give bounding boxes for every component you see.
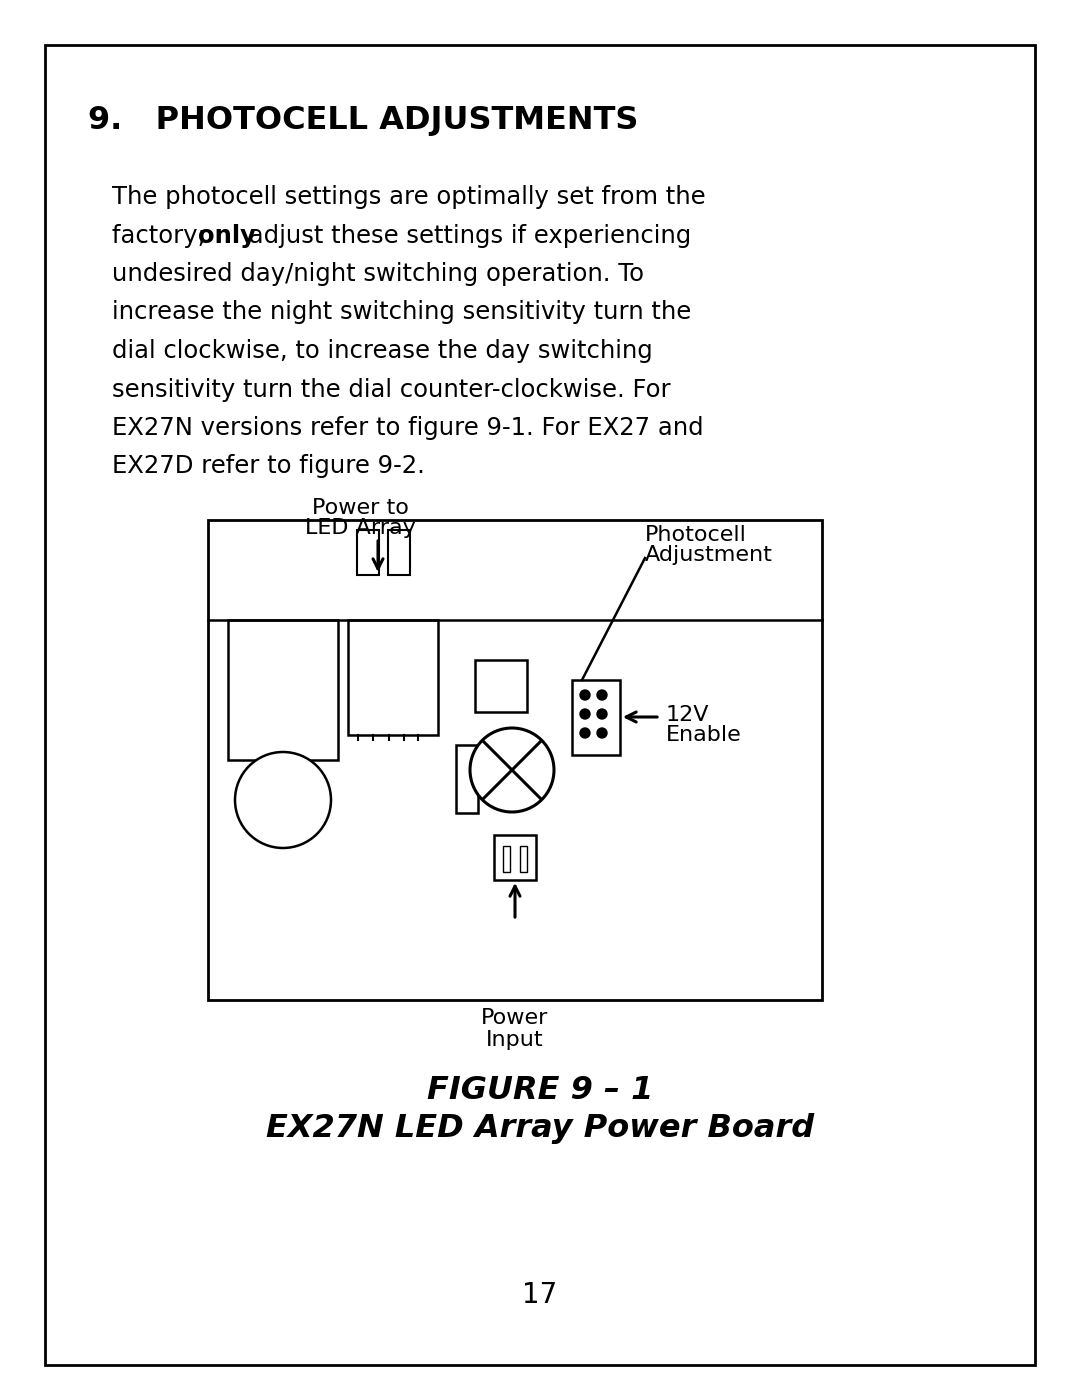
Circle shape bbox=[597, 710, 607, 719]
Bar bbox=[475, 659, 527, 712]
Text: 12V: 12V bbox=[666, 705, 710, 725]
Circle shape bbox=[597, 690, 607, 700]
Bar bbox=[456, 745, 478, 813]
Circle shape bbox=[580, 728, 590, 738]
Text: The photocell settings are optimally set from the: The photocell settings are optimally set… bbox=[112, 184, 705, 210]
Bar bbox=[494, 835, 536, 880]
Bar bbox=[208, 520, 822, 1000]
Circle shape bbox=[470, 728, 554, 812]
Text: EX27D refer to figure 9-2.: EX27D refer to figure 9-2. bbox=[112, 454, 424, 479]
Bar bbox=[572, 680, 620, 754]
Text: dial clockwise, to increase the day switching: dial clockwise, to increase the day swit… bbox=[112, 339, 652, 363]
Text: adjust these settings if experiencing: adjust these settings if experiencing bbox=[241, 224, 691, 247]
Circle shape bbox=[580, 710, 590, 719]
Bar bbox=[228, 620, 338, 760]
Text: 17: 17 bbox=[523, 1281, 557, 1309]
Text: sensitivity turn the dial counter-clockwise. For: sensitivity turn the dial counter-clockw… bbox=[112, 377, 671, 401]
Bar bbox=[519, 847, 527, 872]
Text: FIGURE 9 – 1: FIGURE 9 – 1 bbox=[427, 1076, 653, 1106]
Text: Power: Power bbox=[482, 1009, 549, 1028]
Bar bbox=[348, 620, 438, 735]
Text: factory;: factory; bbox=[112, 224, 214, 247]
Text: Enable: Enable bbox=[666, 725, 742, 745]
Text: only: only bbox=[198, 224, 256, 247]
Text: 9.   PHOTOCELL ADJUSTMENTS: 9. PHOTOCELL ADJUSTMENTS bbox=[87, 105, 638, 136]
Circle shape bbox=[580, 690, 590, 700]
Text: Adjustment: Adjustment bbox=[645, 545, 773, 564]
Bar bbox=[357, 529, 379, 576]
Text: LED Array: LED Array bbox=[305, 518, 416, 538]
Text: increase the night switching sensitivity turn the: increase the night switching sensitivity… bbox=[112, 300, 691, 324]
Bar bbox=[503, 847, 510, 872]
Text: Photocell: Photocell bbox=[645, 525, 747, 545]
Bar bbox=[388, 529, 410, 576]
Text: Power to: Power to bbox=[311, 497, 408, 518]
Circle shape bbox=[235, 752, 330, 848]
Text: EX27N LED Array Power Board: EX27N LED Array Power Board bbox=[266, 1113, 814, 1144]
Text: Input: Input bbox=[486, 1030, 544, 1051]
Text: EX27N versions refer to figure 9-1. For EX27 and: EX27N versions refer to figure 9-1. For … bbox=[112, 416, 704, 440]
Circle shape bbox=[597, 728, 607, 738]
Text: undesired day/night switching operation. To: undesired day/night switching operation.… bbox=[112, 263, 644, 286]
